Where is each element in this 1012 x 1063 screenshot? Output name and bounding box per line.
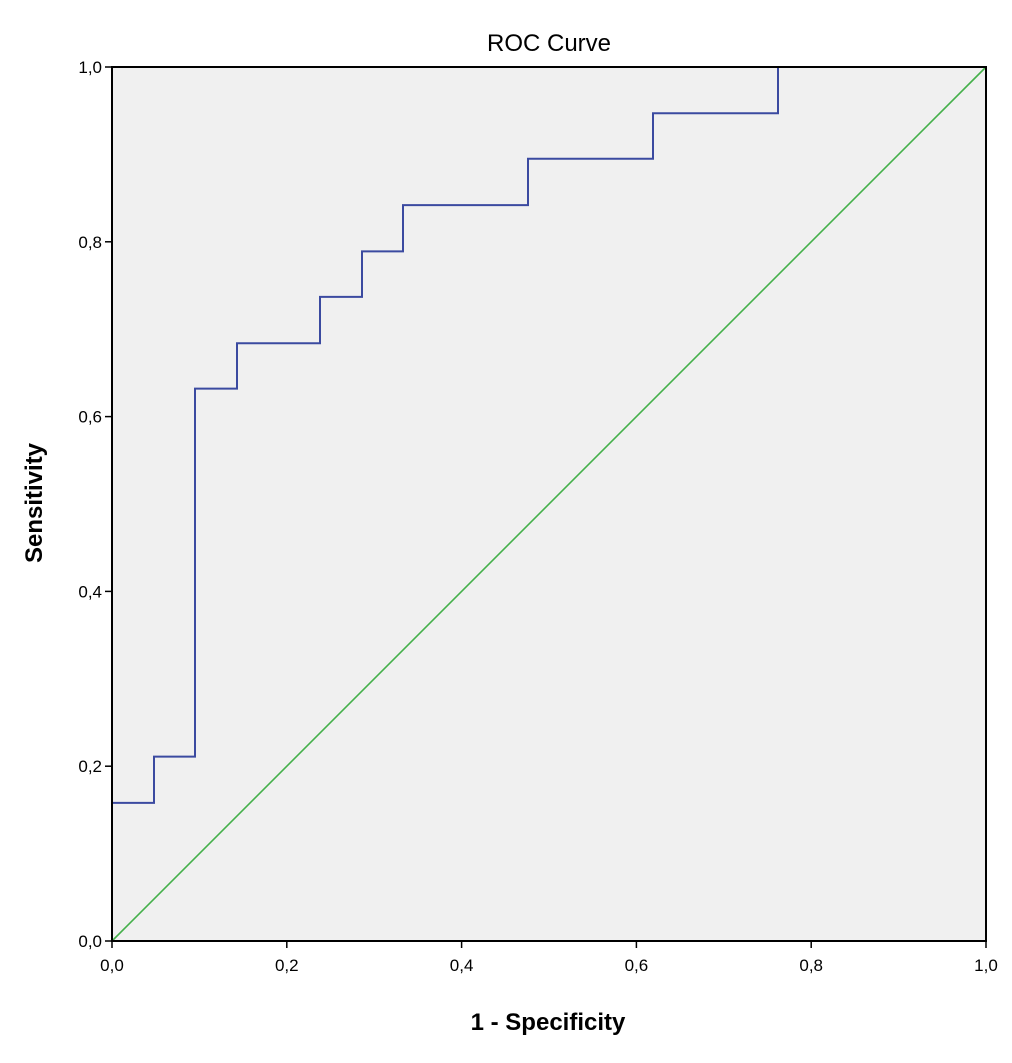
y-tick-label: 0,2 bbox=[78, 757, 102, 776]
y-tick-label: 1,0 bbox=[78, 58, 102, 77]
y-tick-label: 0,4 bbox=[78, 582, 102, 601]
chart-title: ROC Curve bbox=[487, 30, 611, 57]
x-tick-label: 0,6 bbox=[625, 956, 649, 975]
reference-diagonal-line bbox=[111, 66, 987, 942]
y-tick-label: 0,6 bbox=[78, 408, 102, 427]
series-layer bbox=[111, 66, 987, 942]
roc-curve-line bbox=[111, 66, 986, 941]
ticks-layer: 0,0 0,2 0,4 0,6 0,8 1,0 0,0 0,2 0,4 0,6 0,8 1,0 bbox=[78, 58, 997, 975]
y-axis-title: Sensitivity bbox=[21, 442, 48, 563]
x-tick-label: 0,2 bbox=[275, 956, 299, 975]
x-tick-label: 0,4 bbox=[450, 956, 474, 975]
y-tick-label: 0,0 bbox=[78, 932, 102, 951]
y-tick-label: 0,8 bbox=[78, 233, 102, 252]
x-tick-label: 1,0 bbox=[974, 956, 998, 975]
plot-frame bbox=[111, 66, 987, 942]
x-axis-title: 1 - Specificity bbox=[471, 1009, 626, 1036]
x-tick-label: 0,8 bbox=[799, 956, 823, 975]
x-tick-label: 0,0 bbox=[100, 956, 124, 975]
